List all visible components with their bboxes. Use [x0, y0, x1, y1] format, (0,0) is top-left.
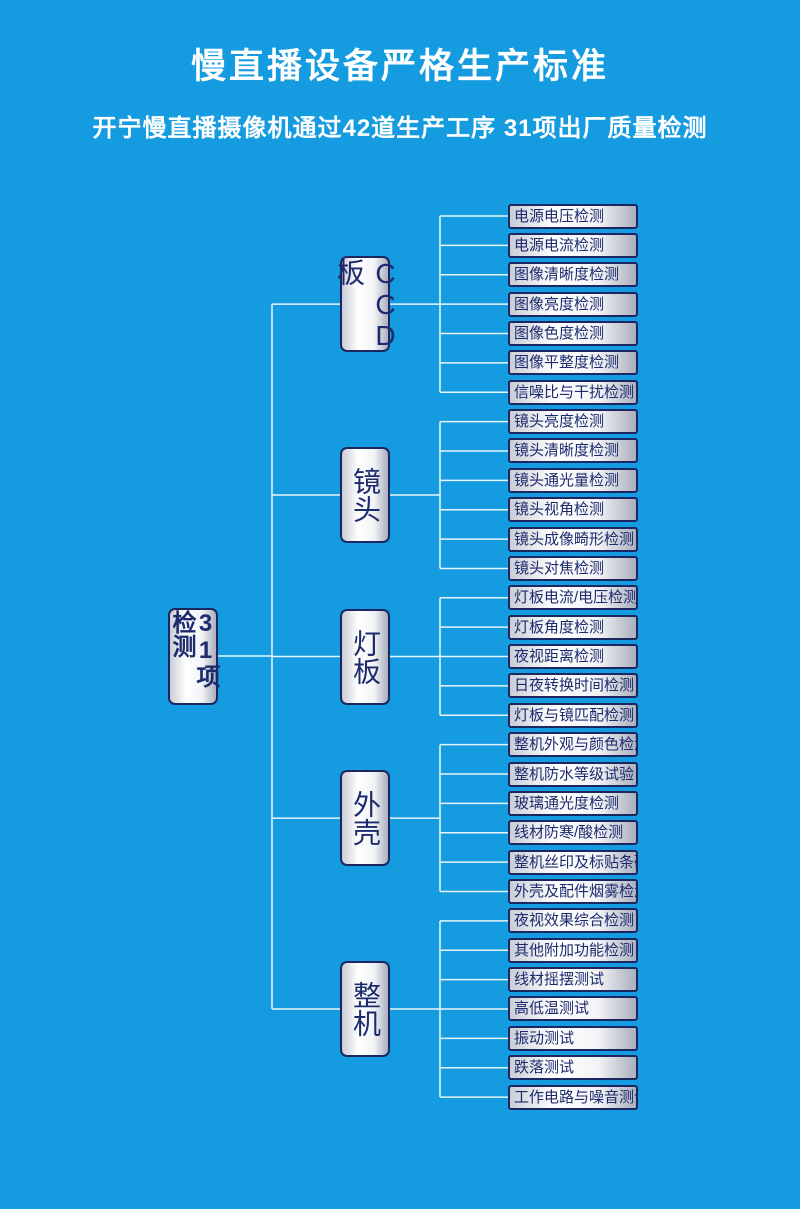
item-box: 电源电流检测	[508, 232, 638, 258]
item-box: 夜视距离检测	[508, 644, 638, 670]
item-box: 夜视效果综合检测	[508, 908, 638, 934]
subtitle: 开宁慢直播摄像机通过42道生产工序 31项出厂质量检测	[92, 115, 708, 142]
item-box: 镜头亮度检测	[508, 409, 638, 435]
item-box: 线材摇摆测试	[508, 967, 638, 993]
group-node: 灯板	[340, 608, 390, 705]
item-box: 跌落测试	[508, 1055, 638, 1081]
item-box: 整机丝印及标贴条码检测	[508, 849, 638, 875]
item-box: 镜头对焦检测	[508, 555, 638, 581]
item-box: 图像亮度检测	[508, 291, 638, 317]
item-box: 电源电压检测	[508, 203, 638, 229]
item-box: 外壳及配件烟雾检测	[508, 879, 638, 904]
item-box: 灯板角度检测	[508, 614, 638, 640]
item-box: 信噪比与干扰检测	[508, 379, 638, 405]
item-box: 镜头通光量检测	[508, 467, 638, 493]
item-box: 灯板电流/电压检测	[508, 585, 638, 611]
item-box: 高低温测试	[508, 996, 638, 1022]
item-box: 镜头视角检测	[508, 497, 638, 523]
item-box: 玻璃通光度检测	[508, 790, 638, 816]
item-box: 振动测试	[508, 1025, 638, 1051]
group-node: CCD板	[334, 256, 401, 353]
item-box: 图像色度检测	[508, 320, 638, 346]
item-box: 其他附加功能检测	[508, 937, 638, 963]
item-box: 灯板与镜匹配检测	[508, 702, 638, 728]
group-node: 外壳	[340, 770, 390, 867]
item-box: 镜头成像畸形检测	[508, 526, 638, 552]
item-box: 整机外观与颜色检测	[508, 732, 638, 758]
group-node: 整机	[340, 960, 390, 1057]
item-box: 镜头清晰度检测	[508, 438, 638, 464]
item-box: 图像平整度检测	[508, 350, 638, 376]
item-box: 整机防水等级试验	[508, 761, 638, 787]
root-node: 31项检测	[168, 608, 219, 705]
title: 慢直播设备严格生产标准	[190, 47, 609, 86]
item-box: 日夜转换时间检测	[508, 673, 638, 699]
item-box: 图像清晰度检测	[508, 262, 638, 288]
group-node: 镜头	[340, 447, 390, 543]
item-box: 工作电路与噪音测试	[508, 1084, 638, 1110]
item-box: 线材防寒/酸检测	[508, 820, 638, 846]
